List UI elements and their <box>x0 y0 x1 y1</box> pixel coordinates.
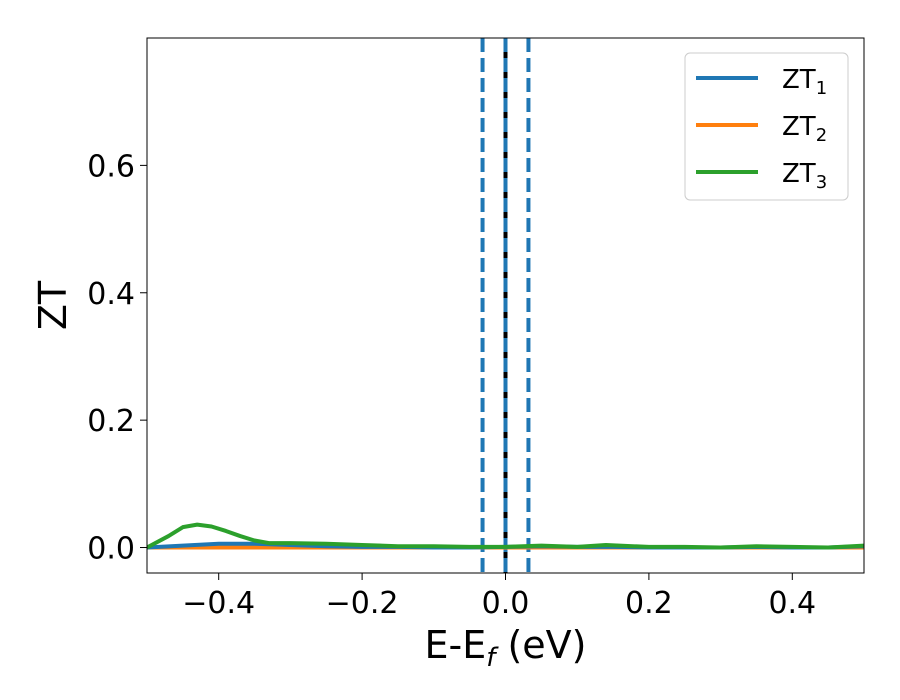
y-tick-label: 0.6 <box>87 149 135 184</box>
series-layer <box>147 522 864 550</box>
legend-label-zt3: ZT3 <box>782 159 827 193</box>
reference-lines <box>480 38 531 573</box>
legend-label-zt1: ZT1 <box>782 65 827 99</box>
y-tick-label: 0.4 <box>87 277 135 312</box>
x-tick-label: 0.2 <box>625 586 673 621</box>
y-tick-label: 0.0 <box>87 532 135 567</box>
x-axis-ticks: −0.4 −0.2 0.0 0.2 0.4 <box>182 573 816 621</box>
x-tick-label: 0.0 <box>482 586 530 621</box>
x-axis-label-main: E-E <box>425 623 487 667</box>
x-tick-label: −0.2 <box>326 586 399 621</box>
series-line-zt3 <box>147 522 864 550</box>
legend-label-zt2: ZT2 <box>782 112 827 146</box>
x-tick-label: −0.4 <box>182 586 255 621</box>
y-axis-label: ZT <box>31 280 75 330</box>
y-tick-label: 0.2 <box>87 404 135 439</box>
legend-box <box>684 52 849 201</box>
x-tick-label: 0.4 <box>768 586 816 621</box>
x-axis-label-suffix: (eV) <box>495 623 586 667</box>
y-axis-ticks: 0.0 0.2 0.4 0.6 <box>87 149 147 567</box>
legend: ZT1 ZT2 ZT3 <box>684 52 849 201</box>
x-axis-label: E-Ef (eV) <box>425 623 587 673</box>
